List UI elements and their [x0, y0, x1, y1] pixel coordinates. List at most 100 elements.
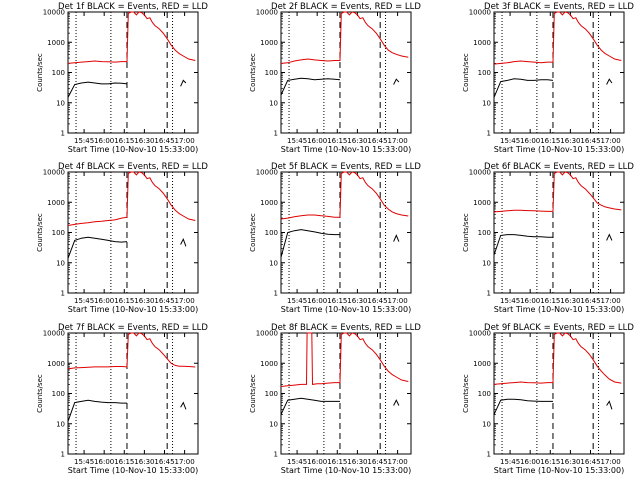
panel-1-ylabel: Counts/sec	[36, 53, 44, 92]
panel-6-series-lld	[493, 171, 622, 213]
panel-9-xtick-label-1: 16:00	[520, 458, 540, 466]
panel-4-title: Det 4f BLACK = Events, RED = LLD	[58, 162, 208, 172]
panel-6-xtick-label-1: 16:00	[520, 297, 540, 305]
panel-7-xlabel: Start Time (10-Nov-10 15:33:00)	[68, 466, 198, 475]
panel-7-frame	[67, 332, 199, 455]
panel-1-frame	[67, 11, 199, 134]
panel-1-ytick-label-2: 100	[52, 69, 65, 77]
panel-6-xtick-label-2: 16:15	[540, 297, 560, 305]
panel-1-xtick-label-5: 17:00	[175, 137, 195, 145]
panel-5-series-events	[280, 229, 400, 258]
panel-6-xlabel: Start Time (10-Nov-10 15:33:00)	[494, 305, 624, 314]
panel-7-ytick-label-2: 100	[52, 390, 65, 398]
panel-5-xtick-label-4: 16:45	[367, 297, 387, 305]
panel-2-ytick-label-2: 100	[265, 69, 278, 77]
panel-3-frame	[493, 11, 625, 134]
panel-3-ytick-label-3: 1000	[473, 39, 491, 47]
panel-7-ytick-label-3: 1000	[47, 360, 65, 368]
panel-1-xtick-label-2: 16:15	[114, 137, 134, 145]
panel-5-title: Det 5f BLACK = Events, RED = LLD	[271, 162, 421, 172]
panel-7-xtick-label-1: 16:00	[94, 458, 114, 466]
panel-4-ytick-label-4: 10000	[43, 169, 65, 177]
panel-7-series-lld	[67, 332, 196, 370]
panel-6-ylabel: Counts/sec	[462, 213, 470, 252]
panel-5-xtick-label-3: 16:30	[347, 297, 367, 305]
panel-9-xtick-label-4: 16:45	[580, 458, 600, 466]
panel-3-xtick-label-2: 16:15	[540, 137, 560, 145]
panel-4-ytick-label-3: 1000	[47, 199, 65, 207]
panel-7-xtick-label-3: 16:30	[134, 458, 154, 466]
panel-8-ylabel: Counts/sec	[249, 374, 257, 413]
panel-4-xtick-label-2: 16:15	[114, 297, 134, 305]
panel-4-xtick-label-4: 16:45	[154, 297, 174, 305]
panel-1-xlabel: Start Time (10-Nov-10 15:33:00)	[68, 145, 198, 154]
panel-8-xtick-label-3: 16:30	[347, 458, 367, 466]
panel-5-xtick-label-1: 16:00	[307, 297, 327, 305]
panel-7-xtick-label-0: 15:45	[74, 458, 94, 466]
panel-8-series-lld	[280, 332, 409, 387]
panel-6-xtick-label-4: 16:45	[580, 297, 600, 305]
panel-7-xtick-label-5: 17:00	[175, 458, 195, 466]
panel-3-ylabel: Counts/sec	[462, 53, 470, 92]
panel-7-ylabel: Counts/sec	[36, 374, 44, 413]
panel-4-xtick-label-5: 17:00	[175, 297, 195, 305]
panel-6-xtick-label-3: 16:30	[560, 297, 580, 305]
panel-7-xtick-label-4: 16:45	[154, 458, 174, 466]
panel-8-ytick-label-4: 10000	[256, 330, 278, 338]
panel-2-ytick-label-4: 10000	[256, 9, 278, 17]
panel-6-xtick-label-0: 15:45	[500, 297, 520, 305]
panel-7-ytick-label-4: 10000	[43, 330, 65, 338]
panel-8-frame	[280, 332, 412, 455]
panel-4-ytick-label-2: 100	[52, 229, 65, 237]
panel-1-series-events	[67, 79, 187, 98]
panel-3-ytick-label-0: 1	[487, 130, 491, 138]
panel-4-xtick-label-3: 16:30	[134, 297, 154, 305]
panel-9-xtick-label-2: 16:15	[540, 458, 560, 466]
panel-2-ytick-label-3: 1000	[260, 39, 278, 47]
panel-4-frame	[67, 171, 199, 294]
panel-3-ytick-label-1: 10	[482, 99, 491, 107]
panel-6-ytick-label-0: 1	[487, 290, 491, 298]
panel-4-xtick-label-1: 16:00	[94, 297, 114, 305]
panel-1-xtick-label-4: 16:45	[154, 137, 174, 145]
panel-9-xtick-label-0: 15:45	[500, 458, 520, 466]
panel-4-series-lld	[67, 171, 196, 226]
panel-1-xtick-label-1: 16:00	[94, 137, 114, 145]
panel-3-xlabel: Start Time (10-Nov-10 15:33:00)	[494, 145, 624, 154]
panel-2-xtick-label-2: 16:15	[327, 137, 347, 145]
panel-4-xlabel: Start Time (10-Nov-10 15:33:00)	[68, 305, 198, 314]
panel-2-xtick-label-4: 16:45	[367, 137, 387, 145]
panel-1-xtick-label-3: 16:30	[134, 137, 154, 145]
panel-8-xtick-label-0: 15:45	[287, 458, 307, 466]
panel-5-ylabel: Counts/sec	[249, 213, 257, 252]
panel-3-series-events	[493, 78, 613, 98]
panel-5-series-lld	[280, 171, 409, 220]
panel-5-ytick-label-2: 100	[265, 229, 278, 237]
panel-2-ylabel: Counts/sec	[249, 53, 257, 92]
panel-9-series-lld	[493, 332, 622, 385]
panel-8-ytick-label-2: 100	[265, 390, 278, 398]
panel-1-ytick-label-1: 10	[56, 99, 65, 107]
panel-3-xtick-label-4: 16:45	[580, 137, 600, 145]
panel-9-ytick-label-0: 1	[487, 451, 491, 459]
panel-9-series-events	[493, 398, 613, 415]
panel-1-series-lld	[67, 11, 196, 64]
panel-8-series-events	[280, 397, 400, 415]
panel-1-title: Det 1f BLACK = Events, RED = LLD	[58, 2, 208, 12]
panel-4-ytick-label-1: 10	[56, 259, 65, 267]
panel-4-series-events	[67, 236, 187, 259]
panel-3-title: Det 3f BLACK = Events, RED = LLD	[484, 2, 634, 12]
panel-2-xlabel: Start Time (10-Nov-10 15:33:00)	[281, 145, 411, 154]
panel-9-ylabel: Counts/sec	[462, 374, 470, 413]
panel-6-xtick-label-5: 17:00	[601, 297, 621, 305]
panel-5-xtick-label-5: 17:00	[388, 297, 408, 305]
panel-3-ytick-label-2: 100	[478, 69, 491, 77]
panel-8-title: Det 8f BLACK = Events, RED = LLD	[271, 323, 421, 333]
panel-5-xlabel: Start Time (10-Nov-10 15:33:00)	[281, 305, 411, 314]
panel-6-ytick-label-3: 1000	[473, 199, 491, 207]
panel-3-xtick-label-5: 17:00	[601, 137, 621, 145]
panel-8-xtick-label-1: 16:00	[307, 458, 327, 466]
panel-2-xtick-label-3: 16:30	[347, 137, 367, 145]
panel-8-ytick-label-1: 10	[269, 420, 278, 428]
